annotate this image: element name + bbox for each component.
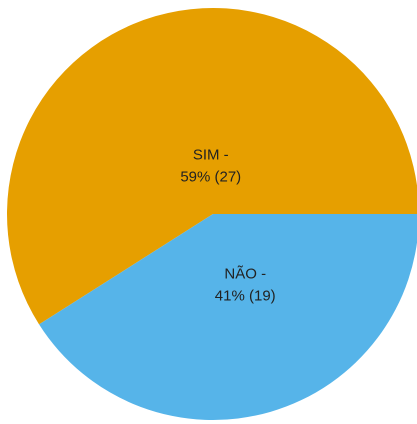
- slice-value-label: 41% (19): [215, 287, 276, 304]
- pie-slice: [39, 214, 417, 420]
- pie-slice: [7, 8, 417, 325]
- slice-category-label: NÃO -: [224, 265, 266, 282]
- slice-category-label: SIM -: [193, 147, 229, 164]
- slice-value-label: 59% (27): [180, 169, 241, 186]
